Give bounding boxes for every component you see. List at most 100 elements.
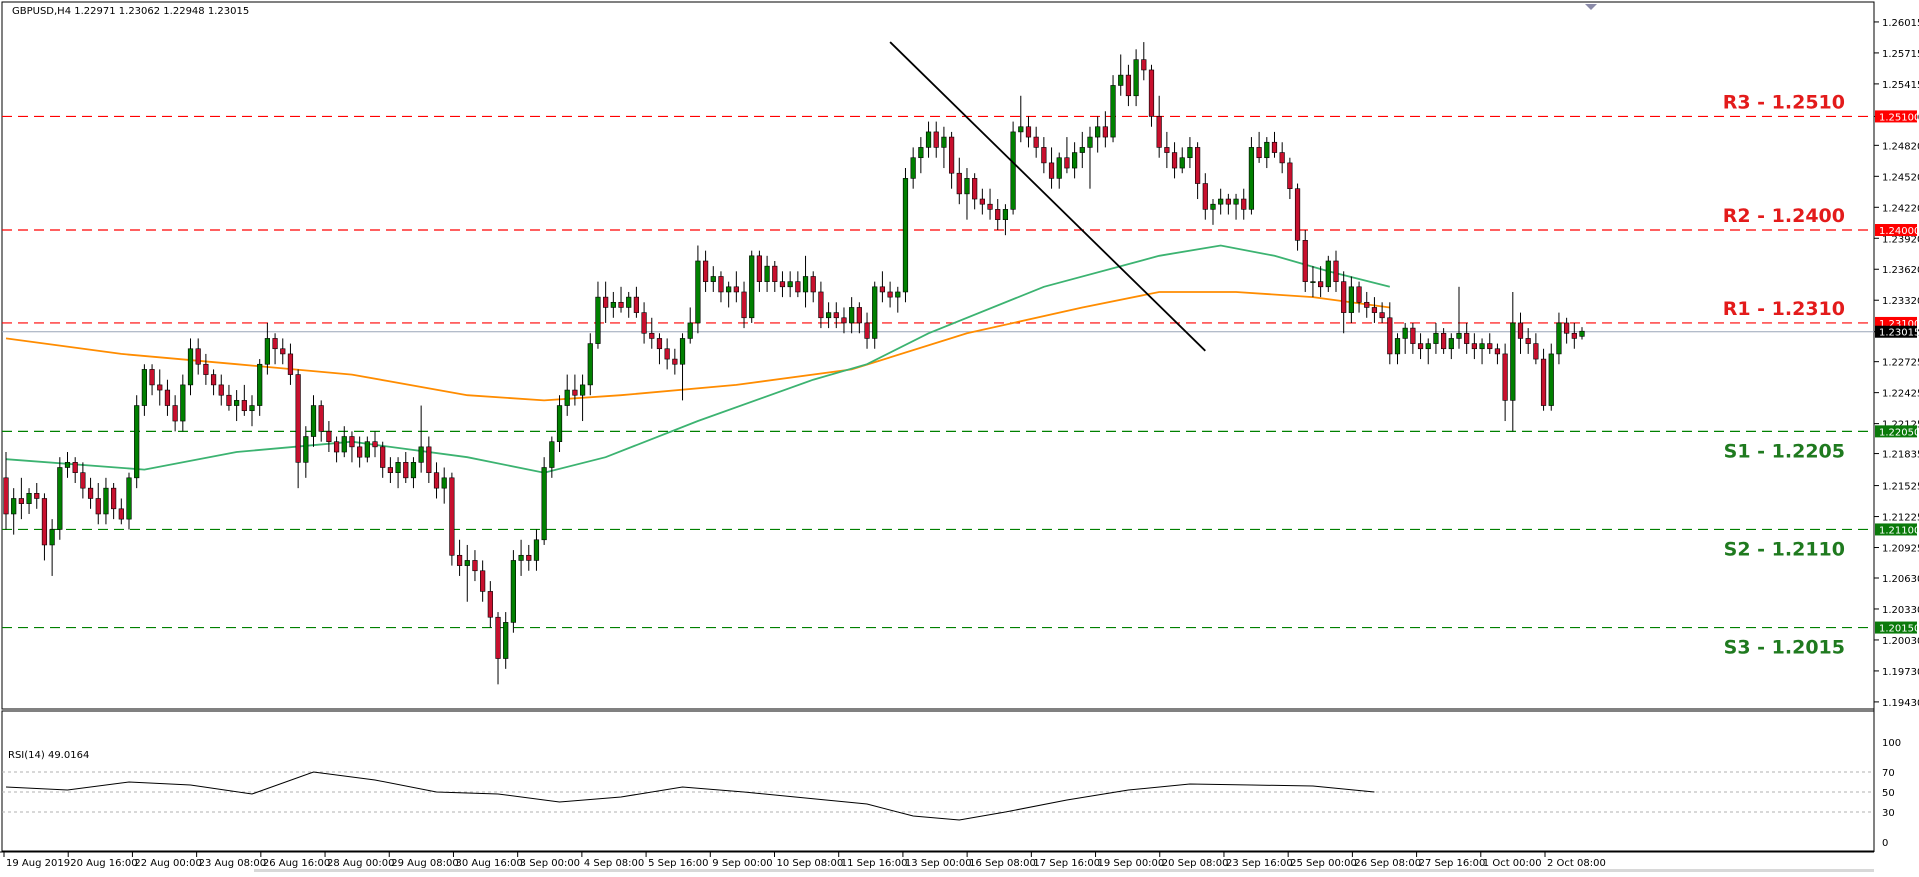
candle-body <box>1510 322 1516 401</box>
y-tick-label: 1.26015 <box>1882 18 1919 29</box>
candle-body <box>349 436 355 448</box>
candle-body <box>1287 162 1293 190</box>
candle-body <box>933 131 939 148</box>
y-tick-label: 1.23320 <box>1882 296 1919 307</box>
candle-body <box>1417 343 1424 350</box>
candle-body <box>718 276 724 293</box>
candle-body <box>756 255 763 282</box>
x-tick-label: 1 Oct 00:00 <box>1483 858 1542 869</box>
y-tick-label: 1.21225 <box>1882 513 1919 524</box>
candle-body <box>964 178 970 195</box>
candle-body <box>1364 301 1370 308</box>
candle-body <box>464 560 470 566</box>
y-tick-label: 1.19430 <box>1882 698 1919 709</box>
candle-body <box>249 405 255 412</box>
candle-body <box>687 322 693 339</box>
candle-body <box>441 477 447 489</box>
x-tick-label: 26 Aug 16:00 <box>263 858 330 869</box>
rsi-tick-label: 50 <box>1882 788 1895 799</box>
price-tags: 1.25100 1.24000 1.23100 1.22050 1.21100 1.201… <box>1875 110 1919 635</box>
candle-body <box>333 441 340 453</box>
candle-body <box>726 286 732 293</box>
candle-body <box>1148 69 1155 117</box>
y-tick-label: 1.22125 <box>1882 420 1919 431</box>
x-tick-label: 20 Sep 08:00 <box>1162 858 1229 869</box>
shift-marker-icon[interactable] <box>1585 4 1597 10</box>
candle-body <box>764 265 770 282</box>
candle-body <box>1579 330 1585 337</box>
candle-body <box>1502 353 1508 401</box>
candle-body <box>87 487 94 499</box>
candle-body <box>1556 322 1562 355</box>
level-label-s2: S2 - 1.2110 <box>1724 538 1845 560</box>
candle-body <box>995 209 1001 220</box>
candle-body <box>1310 281 1316 283</box>
candle-body <box>387 467 393 473</box>
candle-body <box>287 353 294 375</box>
candle-body <box>172 405 178 422</box>
candle-body <box>849 307 855 324</box>
candle-body <box>1041 147 1047 164</box>
y-tick-label: 1.23920 <box>1882 234 1919 245</box>
candle-body <box>218 384 224 396</box>
candle-body <box>533 539 540 561</box>
candle-body <box>318 405 324 432</box>
candle-body <box>1087 136 1093 148</box>
candle-body <box>772 265 778 282</box>
candle-body <box>34 493 40 499</box>
candle-body <box>18 498 24 504</box>
x-tick-label: 19 Aug 2019 <box>6 858 70 869</box>
rsi-title: RSI(14) 49.0164 <box>8 750 89 761</box>
candle-body <box>1033 136 1039 148</box>
candle-body <box>1018 126 1024 133</box>
candle-body <box>979 198 985 205</box>
candle-body <box>649 332 655 339</box>
candle-body <box>556 405 563 442</box>
candle-body <box>733 286 739 293</box>
candle-body <box>895 291 901 298</box>
candle-body <box>587 343 593 386</box>
candle-body <box>1071 152 1078 169</box>
candle-body <box>195 348 201 365</box>
candle-body <box>1318 281 1324 288</box>
candle-body <box>1402 327 1408 339</box>
candle-body <box>802 276 809 293</box>
candle-body <box>510 560 517 623</box>
candle-body <box>1441 332 1447 350</box>
candle-body <box>203 363 209 375</box>
current-price-tag <box>1875 325 1917 338</box>
candle-body <box>126 477 132 520</box>
candle-body <box>111 487 117 510</box>
candle-body <box>1225 198 1231 205</box>
candle-body <box>1271 141 1278 153</box>
rsi-panel-frame <box>1 710 1875 852</box>
candle-body <box>26 493 32 504</box>
candle-body <box>603 296 609 308</box>
candle-body <box>1241 198 1247 210</box>
x-tick-label: 29 Aug 08:00 <box>391 858 458 869</box>
level-price-tag-text: 1.25100 <box>1879 112 1919 123</box>
candle-body <box>1517 322 1524 339</box>
candle-body <box>1133 59 1139 97</box>
candle-body <box>149 369 155 386</box>
y-tick-label: 1.25715 <box>1882 49 1919 60</box>
candle-body <box>1548 353 1554 406</box>
y-tick-label: 1.23620 <box>1882 265 1919 276</box>
x-tick-label: 2 Oct 08:00 <box>1547 858 1606 869</box>
horizontal-scrollbar[interactable] <box>254 869 1874 872</box>
x-tick-label: 9 Sep 00:00 <box>712 858 772 869</box>
level-price-tag-text: 1.21100 <box>1879 525 1919 536</box>
candle-body <box>641 312 647 334</box>
candle-body <box>526 554 532 561</box>
x-tick-label: 22 Aug 00:00 <box>134 858 201 869</box>
current-price-tag-text: 1.23015 <box>1879 328 1919 339</box>
candle-body <box>1095 126 1101 138</box>
x-tick-label: 10 Sep 08:00 <box>777 858 844 869</box>
rsi-tick-label: 70 <box>1882 768 1895 779</box>
candle-body <box>1164 147 1170 153</box>
candle-body <box>1533 343 1539 360</box>
rsi-tick-label: 0 <box>1882 838 1888 849</box>
candle-body <box>226 394 232 406</box>
candle-body <box>1471 343 1477 350</box>
